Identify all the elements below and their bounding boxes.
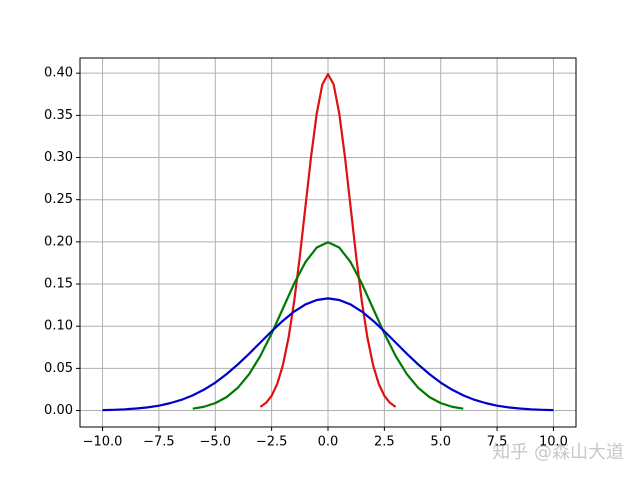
x-tick-label: 10.0 <box>539 435 568 450</box>
y-tick-label: 0.25 <box>44 192 73 207</box>
x-tick-label: −10.0 <box>83 435 123 450</box>
x-tick-label: 7.5 <box>487 435 508 450</box>
line-series <box>259 73 397 408</box>
y-tick-label: 0.40 <box>44 66 73 81</box>
y-tick-label: 0.15 <box>44 277 73 292</box>
y-tick-label: 0.20 <box>44 234 73 249</box>
line-series <box>102 297 554 412</box>
x-tick-label: 5.0 <box>430 435 451 450</box>
line-series <box>192 241 464 410</box>
plot-frame <box>79 57 577 428</box>
y-tick-label: 0.35 <box>44 108 73 123</box>
x-tick-label: −2.5 <box>256 435 288 450</box>
y-tick-label: 0.10 <box>44 319 73 334</box>
y-tick-label: 0.30 <box>44 150 73 165</box>
x-tick-label: −7.5 <box>143 435 175 450</box>
watermark: 知乎 @森山大道 <box>492 442 624 463</box>
x-tick-label: 2.5 <box>374 435 395 450</box>
x-tick-label: −5.0 <box>199 435 231 450</box>
y-tick-label: 0.05 <box>44 361 73 376</box>
x-tick-label: 0.0 <box>318 435 339 450</box>
y-tick-label: 0.00 <box>44 403 73 418</box>
